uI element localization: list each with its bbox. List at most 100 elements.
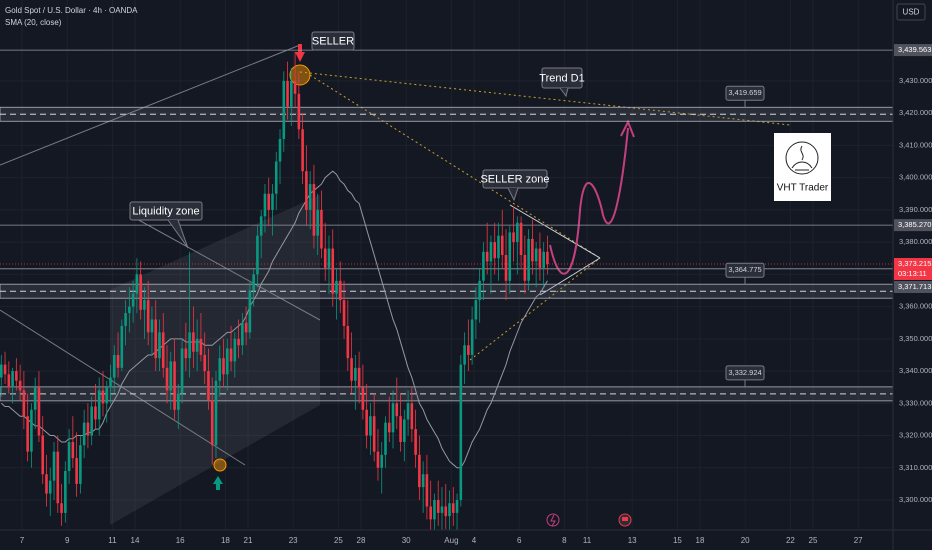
x-tick-label: Aug	[444, 536, 458, 545]
candle-body	[365, 409, 368, 436]
candle-body	[15, 371, 18, 381]
candle-body	[135, 274, 139, 294]
candle-body	[22, 390, 26, 417]
x-tick-label: 28	[357, 536, 366, 545]
level-axis-label: 3,439.563	[898, 45, 931, 54]
last-price-box	[894, 257, 932, 280]
candle-body	[248, 290, 252, 333]
candle-body	[177, 393, 180, 410]
candle-body	[467, 345, 470, 355]
annotation-pointer	[167, 219, 189, 249]
candle-body	[508, 232, 512, 281]
candle-body	[199, 338, 203, 355]
level-axis-box	[894, 280, 932, 293]
candle-body	[192, 332, 195, 352]
x-tick-label: 21	[244, 536, 253, 545]
candle-body	[489, 242, 493, 262]
candle-body	[139, 274, 142, 310]
currency-button[interactable]	[896, 3, 926, 21]
candle-body	[297, 93, 301, 130]
candle-body	[418, 454, 421, 488]
indicator-legend: SMA (20, close)	[5, 18, 62, 27]
annotation: SELLER zone	[480, 173, 549, 185]
candle-body	[459, 364, 463, 501]
candle-body	[0, 364, 3, 378]
candle-body	[354, 367, 357, 381]
channel-zone	[110, 195, 320, 525]
y-tick-label: 3,430.000	[899, 76, 932, 85]
y-tick-label: 3,310.000	[899, 463, 932, 472]
candle-body	[60, 503, 63, 513]
time-axis	[0, 530, 893, 550]
candle-body	[241, 322, 244, 346]
candle-body	[482, 251, 485, 281]
candle-body	[444, 506, 448, 517]
candle-body	[37, 387, 41, 436]
y-tick-label: 3,350.000	[899, 334, 932, 343]
x-tick-label: 13	[628, 536, 637, 545]
x-tick-label: 11	[583, 536, 592, 545]
y-tick-label: 3,420.000	[899, 108, 932, 117]
candle-body	[64, 471, 67, 513]
candle-body	[323, 248, 327, 268]
candle-body	[399, 416, 402, 442]
event-icon[interactable]	[546, 513, 560, 527]
candle-body	[534, 248, 538, 262]
candle-body	[320, 209, 323, 249]
candle-body	[188, 332, 191, 359]
candle-body	[403, 419, 406, 442]
y-tick-label: 3,390.000	[899, 205, 932, 214]
x-tick-label: 18	[696, 536, 705, 545]
candle-body	[210, 400, 214, 446]
x-tick-label: 22	[786, 536, 795, 545]
countdown: 03:13:11	[898, 269, 927, 278]
level-axis-label: 3,385.270	[898, 220, 931, 229]
candle-body	[101, 390, 105, 404]
candle-body	[361, 387, 365, 410]
candle-body	[451, 503, 455, 513]
y-tick-label: 3,320.000	[899, 431, 932, 440]
annotation-box	[311, 31, 355, 51]
candle-body	[546, 251, 549, 264]
annotation-box	[129, 201, 203, 221]
y-tick-label: 3,300.000	[899, 495, 932, 504]
candle-body	[470, 319, 474, 355]
x-tick-label: 4	[472, 536, 477, 545]
candle-body	[271, 193, 274, 210]
candle-body	[421, 474, 425, 488]
level-label: 3,364.775	[728, 265, 761, 274]
candle-body	[67, 441, 71, 472]
highlight-circle	[213, 458, 227, 472]
candle-body	[527, 238, 530, 281]
candle-body	[116, 354, 120, 368]
x-tick-label: 20	[741, 536, 750, 545]
candle-body	[237, 338, 240, 346]
candle-body	[523, 255, 527, 281]
arrow-head	[620, 119, 635, 138]
candle-body	[75, 458, 78, 484]
candle-body	[308, 184, 312, 210]
candle-body	[391, 403, 395, 433]
candle-body	[395, 403, 399, 417]
level-axis-box	[894, 219, 932, 232]
candle-body	[184, 348, 188, 359]
channel-line	[0, 309, 246, 466]
last-price-label: 3,373.215	[898, 259, 931, 268]
candle-body	[112, 354, 116, 378]
trend-line	[309, 74, 601, 259]
candle-body	[433, 500, 436, 520]
candle-body	[380, 454, 384, 468]
candle-body	[357, 367, 361, 388]
candle-body	[3, 364, 7, 375]
candle-body	[120, 325, 124, 368]
candle-body	[169, 361, 173, 391]
candle-body	[233, 338, 237, 362]
candle-body	[497, 235, 500, 259]
candle-body	[519, 222, 523, 256]
y-tick-label: 3,360.000	[899, 302, 932, 311]
candle-body	[173, 361, 176, 410]
candle-body	[278, 138, 282, 162]
x-tick-label: 8	[562, 536, 567, 545]
candle-body	[414, 429, 417, 455]
candle-body	[97, 390, 101, 420]
